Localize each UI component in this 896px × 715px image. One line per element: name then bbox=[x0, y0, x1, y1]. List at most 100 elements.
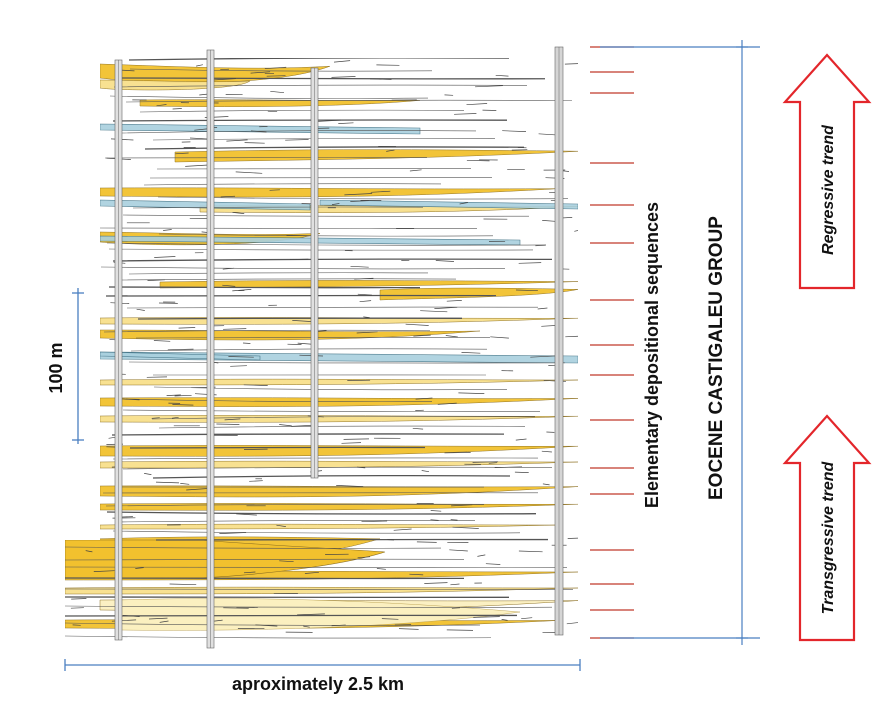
carbonate-bodies bbox=[99, 123, 578, 364]
bedding-line bbox=[155, 538, 549, 541]
bedding-dash bbox=[153, 340, 171, 342]
bedding-dash bbox=[174, 394, 192, 397]
bedding-dash bbox=[196, 64, 203, 67]
sand-lens bbox=[99, 415, 578, 423]
bedding-dash bbox=[386, 149, 395, 152]
bedding-dash bbox=[331, 203, 340, 205]
bedding-dash bbox=[172, 108, 182, 110]
bedding-dash bbox=[175, 152, 189, 155]
bedding-dash bbox=[243, 384, 268, 386]
bedding-dash bbox=[276, 524, 286, 527]
bedding-dash bbox=[461, 352, 481, 354]
bedding-dash bbox=[477, 554, 486, 557]
bedding-dash bbox=[244, 142, 265, 144]
bedding-dash bbox=[180, 483, 190, 485]
bedding-dash bbox=[224, 418, 241, 421]
bedding-line bbox=[144, 146, 525, 150]
bedding-dash bbox=[220, 195, 236, 198]
bedding-dash bbox=[222, 284, 236, 287]
bedding-dash bbox=[354, 277, 374, 280]
bedding-dash bbox=[166, 394, 181, 396]
well-column-2 bbox=[206, 49, 215, 649]
bedding-dash bbox=[344, 193, 373, 196]
bedding-line bbox=[108, 286, 421, 289]
bedding-dash bbox=[151, 417, 160, 419]
bedding-dash bbox=[286, 235, 313, 237]
bedding-line bbox=[65, 566, 568, 568]
bedding-dash bbox=[473, 616, 500, 618]
regressive-trend-arrow bbox=[782, 53, 872, 290]
bedding-dash bbox=[515, 438, 527, 441]
sequence-boundary-markers bbox=[590, 46, 634, 639]
bedding-dash bbox=[412, 427, 424, 430]
bedding-dash bbox=[357, 293, 372, 296]
bedding-line bbox=[152, 474, 511, 479]
bedding-dash bbox=[574, 229, 578, 232]
bedding-dash bbox=[289, 258, 309, 260]
bedding-line bbox=[113, 84, 528, 88]
bedding-line bbox=[112, 258, 553, 262]
bedding-dash bbox=[466, 159, 490, 162]
bedding-dash bbox=[144, 473, 152, 475]
bedding-dash bbox=[518, 550, 543, 553]
bedding-dash bbox=[178, 327, 196, 329]
bedding-dash bbox=[361, 520, 388, 523]
bedding-dash bbox=[285, 139, 309, 141]
bedding-dash bbox=[169, 583, 197, 586]
bedding-dash bbox=[267, 110, 278, 113]
bedding-dash bbox=[446, 629, 474, 631]
bedding-dash bbox=[535, 244, 546, 247]
bedding-line bbox=[158, 233, 494, 237]
bedding-dash bbox=[154, 256, 176, 258]
bedding-dash bbox=[530, 355, 558, 358]
bedding-dash bbox=[350, 265, 369, 268]
bedding-line bbox=[137, 317, 463, 320]
bedding-dash bbox=[223, 328, 247, 330]
bedding-dash bbox=[381, 618, 399, 620]
bedding-dash bbox=[359, 300, 372, 303]
bedding-dash bbox=[502, 130, 527, 132]
bedding-dash bbox=[136, 308, 145, 311]
bedding-dash bbox=[297, 613, 325, 616]
bedding-dash bbox=[331, 76, 356, 78]
bedding-line bbox=[128, 58, 510, 61]
bedding-dash bbox=[159, 620, 169, 623]
bedding-dash bbox=[565, 335, 578, 338]
bedding-dash bbox=[279, 424, 292, 427]
bedding-dash bbox=[542, 483, 550, 486]
bedding-line bbox=[122, 214, 530, 217]
bedding-line bbox=[130, 348, 488, 352]
well-column-1 bbox=[114, 59, 123, 641]
bedding-dash bbox=[255, 624, 278, 627]
bedding-dash bbox=[370, 190, 391, 193]
bedding-dash bbox=[279, 560, 294, 563]
bedding-dash bbox=[420, 310, 448, 313]
bedding-dash bbox=[336, 485, 364, 487]
bedding-dash bbox=[250, 130, 267, 133]
bedding-dash bbox=[446, 300, 462, 302]
bedding-dash bbox=[93, 570, 115, 572]
bedding-dash bbox=[437, 402, 457, 405]
bedding-dash bbox=[343, 438, 370, 440]
bedding-line bbox=[103, 329, 431, 333]
bedding-dash bbox=[454, 113, 477, 115]
bedding-line bbox=[112, 119, 508, 122]
bedding-dash bbox=[475, 85, 503, 88]
bedding-dashes bbox=[70, 60, 578, 633]
bedding-dash bbox=[518, 262, 542, 264]
bedding-dash bbox=[566, 622, 578, 625]
bedding-dash bbox=[416, 541, 437, 543]
bedding-line bbox=[100, 266, 506, 270]
bedding-dash bbox=[222, 267, 235, 270]
bedding-dash bbox=[172, 404, 194, 406]
bedding-dash bbox=[194, 128, 208, 131]
regressive-trend-label: Regressive trend bbox=[820, 124, 837, 255]
transgressive-trend-arrow bbox=[782, 414, 872, 642]
bedding-dash bbox=[356, 331, 378, 334]
bedding-dash bbox=[409, 573, 424, 576]
bedding-dash bbox=[216, 423, 240, 425]
bedding-line bbox=[129, 446, 426, 449]
bedding-line bbox=[109, 95, 429, 99]
bedding-line bbox=[132, 206, 424, 209]
